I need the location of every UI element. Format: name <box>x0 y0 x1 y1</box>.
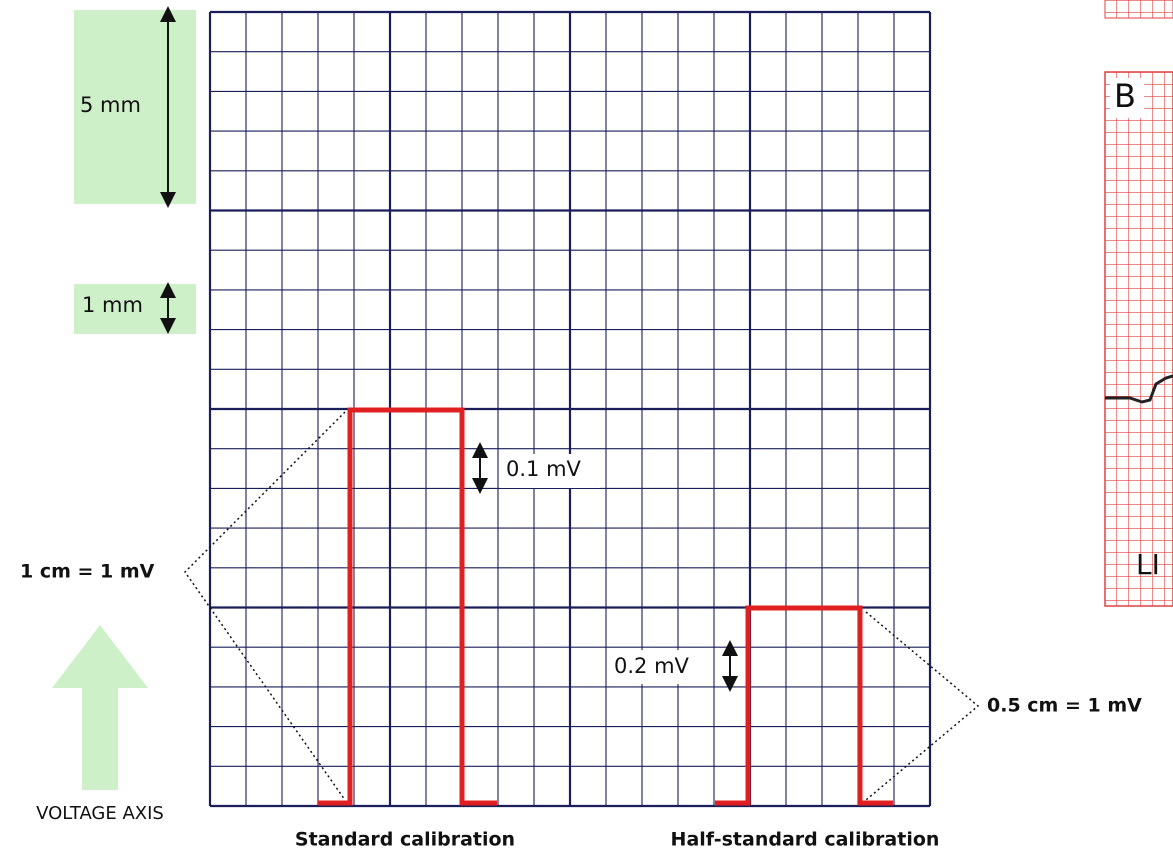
ecg-paper <box>208 10 932 808</box>
panel-b-label: B <box>1114 77 1136 115</box>
standard-scale-label: 1 cm = 1 mV <box>20 561 155 583</box>
panel-b-label-bg <box>1110 78 1144 118</box>
voltage-arrow <box>52 625 148 790</box>
standard-caption: Standard calibration <box>295 829 515 851</box>
half-caption: Half-standard calibration <box>671 829 940 851</box>
standard-leader <box>184 411 346 801</box>
half-leader <box>865 611 980 801</box>
half-step-label: 0.2 mV <box>614 654 690 678</box>
panel-b <box>1104 71 1173 607</box>
half-step-bg <box>608 650 712 684</box>
lead-label: LI <box>1136 548 1160 581</box>
ecg-trace <box>1105 374 1173 404</box>
top-strip <box>1104 0 1173 19</box>
half-pulse <box>715 605 893 806</box>
standard-step-label: 0.1 mV <box>506 457 582 481</box>
standard-pulse <box>318 407 497 806</box>
five-mm-label: 5 mm <box>80 93 141 117</box>
voltage-axis-label: VOLTAGE AXIS <box>36 803 164 824</box>
half-scale-label: 0.5 cm = 1 mV <box>987 695 1142 717</box>
standard-step-bg <box>500 454 600 488</box>
one-mm-label: 1 mm <box>82 293 143 317</box>
